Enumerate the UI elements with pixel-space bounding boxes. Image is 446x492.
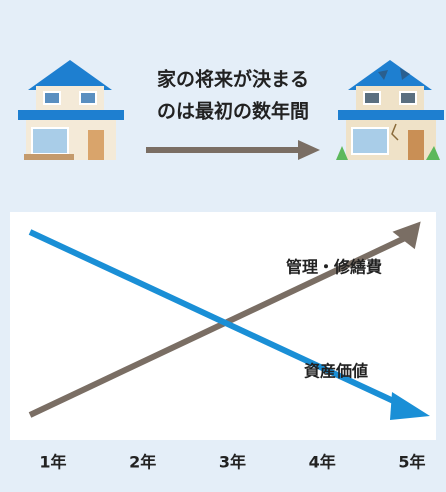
new-house (18, 60, 124, 160)
x-label: 3年 (219, 453, 246, 472)
x-labels: 1年 2年 3年 4年 5年 (39, 453, 425, 472)
x-label: 5年 (398, 453, 425, 472)
cost-arrow-head (392, 221, 421, 250)
x-label: 2年 (129, 453, 156, 472)
value-arrow-head (390, 392, 430, 420)
time-arrow-head (298, 140, 320, 160)
line-label: 管理・修繕費 (286, 258, 382, 277)
x-label: 1年 (39, 453, 66, 472)
old-house (336, 60, 444, 160)
line-label: 資産価値 (304, 362, 368, 381)
cost-line (28, 235, 407, 418)
caption-line: のは最初の数年間 (157, 100, 309, 123)
caption-line: 家の将来が決まる (157, 68, 309, 91)
x-label: 4年 (309, 453, 336, 472)
value-line (28, 229, 404, 408)
